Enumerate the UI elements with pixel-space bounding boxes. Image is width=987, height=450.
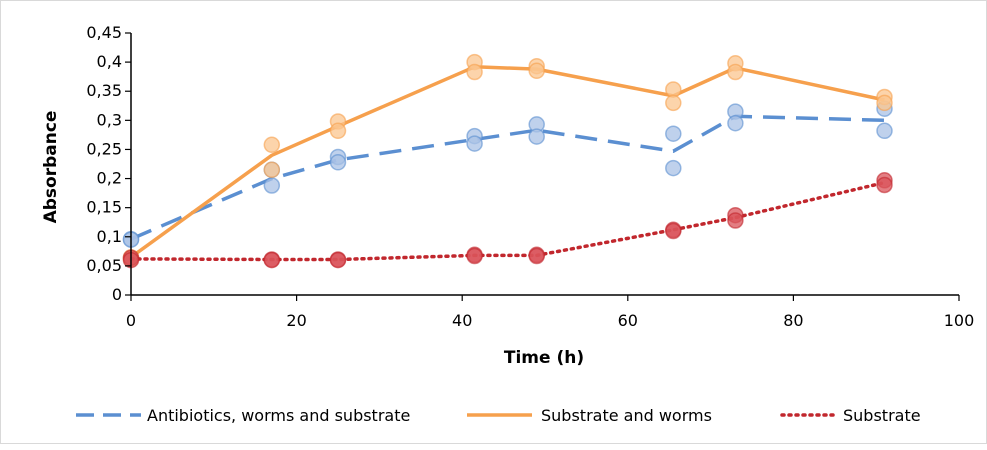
data-point	[528, 62, 545, 80]
y-tick-label: 0,35	[86, 81, 122, 100]
legend: Antibiotics, worms and substrate Substrat…	[76, 406, 921, 425]
y-tick-label: 0,3	[97, 110, 122, 129]
series-antibiotics-worms-and-substrate	[122, 100, 893, 248]
data-point	[876, 176, 893, 194]
series-line	[129, 180, 887, 262]
x-tick-label: 100	[944, 311, 975, 330]
plot-area	[122, 53, 893, 269]
legend-item: Antibiotics, worms and substrate	[76, 406, 410, 425]
data-point	[263, 177, 281, 194]
x-tick-label: 80	[783, 311, 803, 330]
data-point	[528, 128, 545, 145]
data-point	[466, 135, 483, 152]
data-point	[263, 251, 281, 269]
y-tick-label: 0,2	[97, 169, 122, 188]
data-point	[727, 63, 744, 81]
data-point	[665, 94, 682, 112]
data-point	[528, 247, 545, 265]
y-tick-label: 0,05	[86, 256, 122, 275]
y-tick-label: 0,1	[97, 227, 122, 246]
data-point	[329, 122, 347, 140]
data-point	[665, 159, 682, 177]
data-point	[466, 63, 483, 81]
data-point	[263, 136, 281, 154]
x-tick-label: 0	[126, 311, 136, 330]
y-axis-title: Absorbance	[41, 111, 61, 224]
axes: 0 0,05 0,1 0,15 0,2 0,25 0,3 0,35 0,4 0,45 0 20 40 60…	[86, 23, 974, 330]
y-tick-label: 0,4	[97, 52, 122, 71]
data-point	[727, 212, 744, 229]
legend-label: Antibiotics, worms and substrate	[147, 406, 410, 425]
data-point	[876, 94, 893, 112]
data-point	[727, 114, 744, 132]
y-tick-label: 0,25	[86, 139, 122, 158]
series-line	[130, 114, 885, 241]
legend-item: Substrate and worms	[467, 406, 712, 425]
series-substrate	[122, 172, 893, 269]
series-substrate-and-worms	[122, 53, 893, 268]
data-point	[665, 125, 682, 142]
legend-item: Substrate	[780, 406, 921, 425]
x-tick-label: 60	[618, 311, 638, 330]
x-axis-title: Time (h)	[504, 348, 584, 368]
x-tick-label: 20	[286, 311, 306, 330]
data-point	[329, 251, 347, 269]
series-line	[129, 65, 885, 259]
y-tick-label: 0,15	[86, 198, 122, 217]
legend-label: Substrate	[843, 406, 921, 425]
x-tick-label: 40	[452, 311, 472, 330]
data-point	[466, 247, 483, 265]
data-point	[263, 161, 281, 179]
data-point	[329, 154, 347, 171]
data-point	[665, 222, 682, 240]
legend-label: Substrate and worms	[541, 406, 712, 425]
data-point	[876, 122, 893, 140]
y-tick-label: 0	[112, 285, 122, 304]
y-tick-label: 0,45	[86, 23, 122, 42]
